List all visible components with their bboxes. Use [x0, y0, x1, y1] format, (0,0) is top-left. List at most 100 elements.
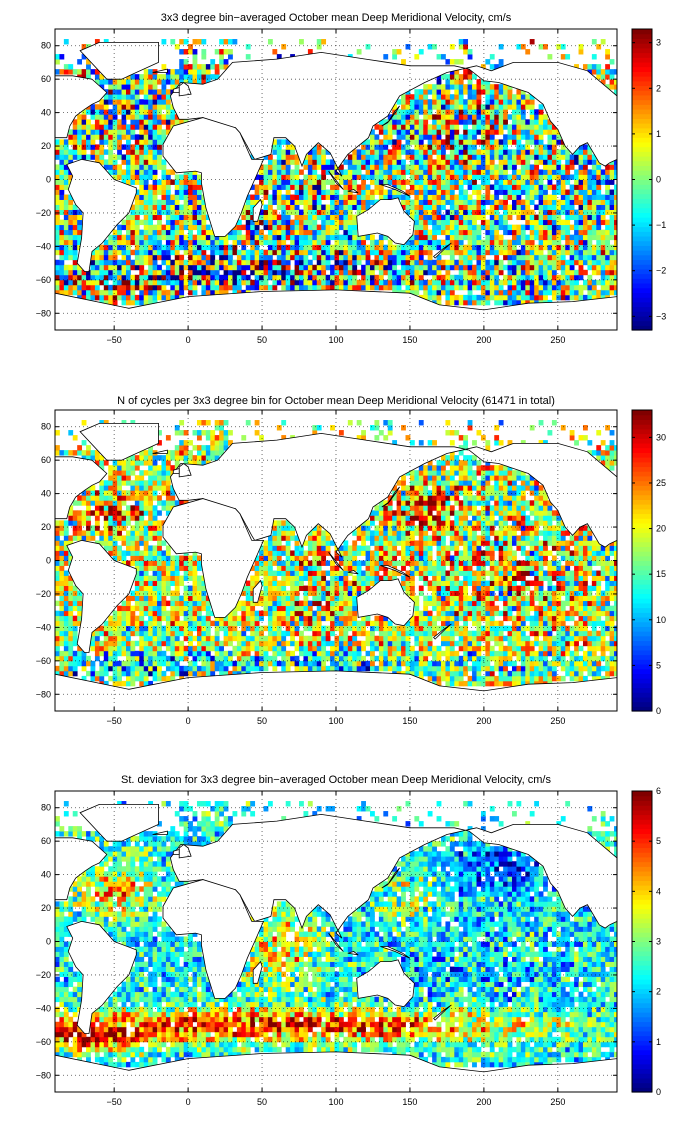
heatmap-cell	[614, 199, 617, 205]
heatmap-cell	[503, 299, 508, 306]
heatmap-cell	[458, 269, 464, 276]
heatmap-cell	[174, 209, 180, 216]
heatmap-cell	[396, 284, 402, 291]
heatmap-cell	[467, 269, 473, 276]
heatmap-cell	[117, 615, 122, 622]
heatmap-cell	[529, 269, 535, 276]
heatmap-cell	[241, 259, 247, 266]
heatmap-cell	[245, 209, 251, 216]
heatmap-cell	[161, 229, 167, 236]
heatmap-cell	[445, 144, 451, 150]
heatmap-cell	[387, 284, 393, 291]
heatmap-cell	[130, 264, 136, 271]
heatmap-cell	[81, 134, 87, 140]
heatmap-cell	[99, 269, 105, 276]
heatmap-cell	[303, 264, 309, 271]
heatmap-cell	[152, 545, 158, 551]
heatmap-cell	[68, 129, 74, 135]
heatmap-cell	[285, 229, 291, 236]
heatmap-cell	[551, 244, 557, 251]
heatmap-cell	[294, 269, 300, 276]
heatmap-cell	[343, 239, 349, 246]
heatmap-cell	[263, 219, 269, 226]
heatmap-cell	[170, 219, 176, 226]
heatmap-cell	[196, 79, 202, 85]
heatmap-cell	[574, 234, 579, 241]
heatmap-cell	[609, 214, 615, 221]
heatmap-cell	[63, 590, 69, 597]
heatmap-cell	[409, 274, 415, 281]
heatmap-cell	[285, 259, 291, 266]
heatmap-cell	[259, 249, 264, 256]
heatmap-cell	[534, 159, 540, 165]
heatmap-cell	[55, 214, 60, 221]
heatmap-cell	[414, 244, 420, 251]
heatmap-cell	[161, 590, 167, 597]
heatmap-cell	[112, 114, 118, 120]
heatmap-cell	[591, 174, 597, 180]
heatmap-cell	[449, 174, 455, 180]
heatmap-cell	[174, 69, 180, 75]
colorbar-swatch	[632, 306, 652, 312]
heatmap-cell	[614, 169, 617, 175]
heatmap-cell	[525, 299, 531, 306]
heatmap-cell	[157, 294, 162, 301]
heatmap-cell	[578, 164, 584, 170]
heatmap-cell	[582, 209, 588, 216]
heatmap-cell	[157, 610, 162, 617]
heatmap-cell	[312, 154, 318, 160]
heatmap-cell	[108, 239, 114, 246]
heatmap-cell	[507, 89, 513, 95]
heatmap-cell	[77, 209, 83, 216]
heatmap-cell	[560, 149, 566, 155]
heatmap-cell	[503, 174, 508, 180]
heatmap-cell	[130, 645, 136, 652]
heatmap-cell	[423, 124, 429, 130]
heatmap-cell	[143, 239, 149, 246]
heatmap-cell	[68, 575, 74, 581]
heatmap-cell	[480, 134, 486, 140]
heatmap-cell	[152, 129, 158, 135]
heatmap-cell	[161, 615, 167, 622]
heatmap-cell	[259, 274, 264, 281]
heatmap-cell	[467, 169, 473, 175]
heatmap-cell	[139, 640, 145, 647]
heatmap-cell	[498, 224, 504, 231]
heatmap-cell	[55, 234, 60, 241]
heatmap-cell	[81, 114, 87, 120]
heatmap-cell	[396, 139, 402, 145]
heatmap-cell	[81, 535, 87, 541]
heatmap-cell	[392, 179, 398, 185]
heatmap-cell	[441, 284, 446, 291]
heatmap-cell	[117, 234, 122, 241]
heatmap-cell	[174, 239, 180, 246]
heatmap-cell	[511, 264, 517, 271]
heatmap-cell	[108, 144, 114, 150]
heatmap-cell	[312, 184, 318, 190]
heatmap-cell	[285, 209, 291, 216]
heatmap-cell	[338, 284, 344, 291]
heatmap-cell	[560, 279, 566, 286]
heatmap-cell	[285, 154, 291, 160]
heatmap-cell	[161, 670, 167, 677]
heatmap-cell	[139, 450, 145, 456]
heatmap-cell	[148, 219, 154, 226]
heatmap-cell	[183, 284, 189, 291]
heatmap-cell	[365, 139, 371, 145]
heatmap-cell	[152, 294, 158, 301]
heatmap-cell	[188, 194, 193, 200]
heatmap-cell	[525, 209, 531, 216]
heatmap-cell	[600, 179, 606, 185]
heatmap-cell	[378, 169, 384, 175]
heatmap-cell	[112, 650, 118, 657]
heatmap-cell	[596, 164, 602, 170]
heatmap-cell	[165, 475, 171, 481]
heatmap-cell	[587, 174, 593, 180]
heatmap-cell	[94, 109, 100, 115]
heatmap-cell	[236, 264, 242, 271]
heatmap-cell	[276, 254, 282, 261]
heatmap-cell	[578, 149, 584, 155]
heatmap-cell	[174, 294, 180, 301]
heatmap-cell	[401, 134, 406, 140]
heatmap-cell	[165, 104, 171, 110]
